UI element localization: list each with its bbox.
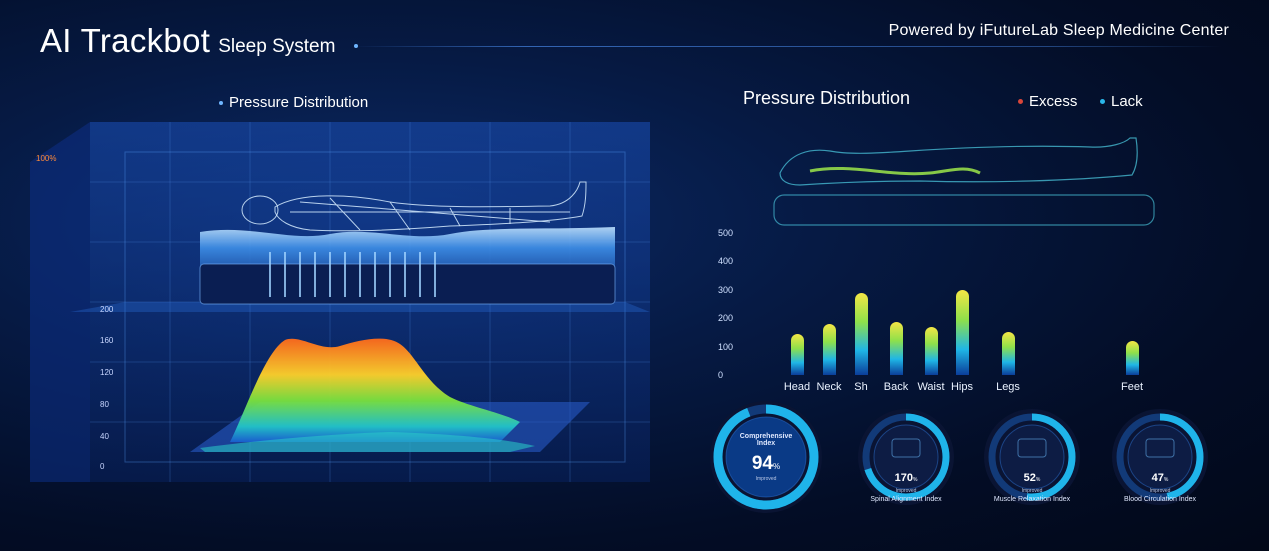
index-gauge-ring xyxy=(710,401,822,513)
y-tick-label: 200 xyxy=(718,313,734,324)
index-gauge-ring xyxy=(984,409,1080,505)
index-gauge-ring xyxy=(858,409,954,505)
index-value: 94% xyxy=(752,453,780,475)
legend-item-lack: Lack xyxy=(1100,93,1143,110)
pressure-3d-scene xyxy=(30,122,650,482)
x-tick-label: Feet xyxy=(1120,381,1144,393)
x-tick-label: Back xyxy=(883,381,909,393)
y-tick-label: 200 xyxy=(100,305,114,314)
left-wall xyxy=(30,122,90,482)
left-panel-title-text: Pressure Distribution xyxy=(229,94,369,111)
index-status: Improved xyxy=(1021,488,1043,494)
index-illustration-icon xyxy=(1017,438,1047,458)
bar-sh xyxy=(855,292,868,375)
y-tick-label: 40 xyxy=(100,432,109,441)
right-panel-title: Pressure Distribution xyxy=(743,88,911,108)
bullet-dot-icon xyxy=(219,101,223,106)
index-value-number: 47 xyxy=(1151,472,1164,484)
index-value-number: 94 xyxy=(751,453,774,474)
index-gauge-ring xyxy=(1112,409,1208,505)
pressure-bar-chart: 500 400 300 200 100 0 Head Neck Sh Back Waist Hips L… xyxy=(700,226,1170,396)
app-subtitle: Sleep System xyxy=(218,36,336,57)
index-gauge-arc xyxy=(988,413,1076,501)
index-value-unit: % xyxy=(1163,477,1169,483)
index-value: 52% xyxy=(1024,468,1041,486)
index-status: Improved xyxy=(895,488,917,494)
index-value-number: 52 xyxy=(1023,472,1036,484)
index-value: 47% xyxy=(1152,468,1169,486)
header-divider xyxy=(352,46,1222,47)
y-tick-label: 300 xyxy=(718,284,734,295)
y-tick-label: 160 xyxy=(100,336,114,345)
y-tick-label: 80 xyxy=(100,400,109,409)
mattress-base xyxy=(199,263,616,305)
index-value-unit: % xyxy=(1035,477,1041,483)
legend-label: Lack xyxy=(1111,93,1143,110)
index-gauge-arc xyxy=(1116,413,1204,501)
index-name: Blood Circulation Index xyxy=(1124,496,1196,503)
index-gauge-arc xyxy=(713,404,819,510)
mattress-springs xyxy=(269,252,436,297)
index-value-number: 170 xyxy=(894,472,913,484)
pressure-heat-base xyxy=(200,432,535,452)
legend-dot-icon xyxy=(1018,99,1023,104)
powered-by-text: Powered by iFutureLab Sleep Medicine Cen… xyxy=(888,22,1229,39)
y-tick-label: 500 xyxy=(718,228,734,238)
pressure-heat-surface xyxy=(230,338,520,442)
scale-max-label: 100% xyxy=(36,154,57,163)
bar-legs xyxy=(1002,331,1015,375)
x-tick-label: Legs xyxy=(996,381,1020,393)
index-illustration-icon xyxy=(891,438,921,458)
index-name: Muscle Relaxation Index xyxy=(993,496,1071,503)
app-title: AI Trackbot xyxy=(40,22,211,59)
x-tick-label: Head xyxy=(783,381,811,393)
y-tick-label: 0 xyxy=(100,462,105,471)
x-tick-label: Hips xyxy=(950,381,974,393)
index-value-unit: % xyxy=(773,462,781,471)
body-spine-illustration xyxy=(773,137,1155,226)
index-value: 170% xyxy=(895,468,918,486)
x-tick-label: Sh xyxy=(854,381,868,393)
index-name: Spinal Alignment Index xyxy=(870,496,942,503)
bar-feet xyxy=(1126,341,1139,375)
inner-frame xyxy=(124,151,626,463)
index-status: Improved xyxy=(1149,488,1171,494)
y-tick-label: 120 xyxy=(100,368,114,377)
bar-back xyxy=(890,322,903,375)
header-divider-dot xyxy=(354,44,358,48)
index-gauge-arc xyxy=(862,413,950,501)
left-panel-title: Pressure Distribution xyxy=(219,94,368,111)
legend-dot-icon xyxy=(1100,99,1105,104)
x-tick-label: Neck xyxy=(816,381,842,393)
body-wireframe xyxy=(241,181,587,232)
y-tick-label: 100 xyxy=(718,341,734,352)
legend-item-excess: Excess xyxy=(1018,93,1077,110)
index-name: Comprehensive Index xyxy=(739,433,793,447)
bar-waist xyxy=(925,327,938,375)
app-title-group: AI Trackbot Sleep System xyxy=(40,22,335,60)
bar-hips xyxy=(956,289,969,375)
y-tick-label: 0 xyxy=(718,370,724,380)
index-value-unit: % xyxy=(912,477,918,483)
index-illustration-icon xyxy=(1145,438,1175,458)
index-status: Improved xyxy=(755,476,777,482)
bar-neck xyxy=(823,324,836,375)
bar-head xyxy=(791,333,804,375)
legend-label: Excess xyxy=(1029,93,1078,110)
x-tick-label: Waist xyxy=(917,381,945,393)
y-tick-label: 400 xyxy=(718,256,734,267)
